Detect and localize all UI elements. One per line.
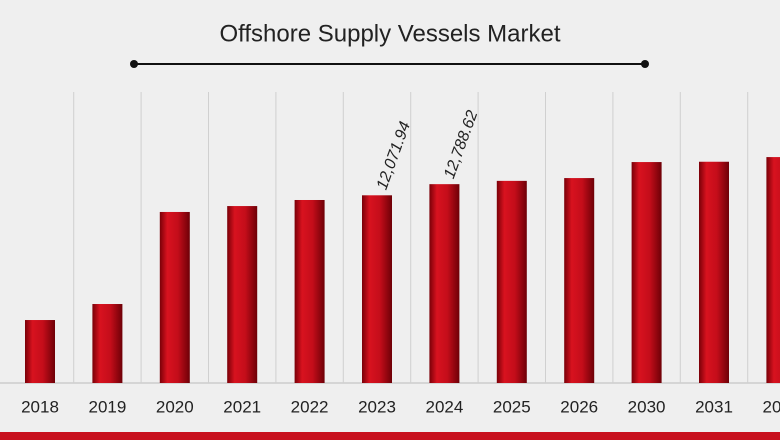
x-tick-label: 2031 (695, 397, 733, 416)
x-tick-label: 2030 (628, 397, 666, 416)
bar (564, 178, 595, 383)
x-tick-label: 2021 (223, 397, 261, 416)
bar (362, 195, 392, 383)
x-tick-label: 2026 (560, 397, 598, 416)
bar (766, 157, 780, 383)
bar (25, 320, 55, 383)
bar (159, 211, 190, 383)
title-dot (130, 60, 138, 68)
bar (227, 206, 258, 383)
x-tick-label: 2023 (358, 397, 396, 416)
title-dot (641, 60, 649, 68)
chart-title: Offshore Supply Vessels Market (219, 20, 560, 47)
bar (92, 304, 123, 383)
x-tick-label: 2019 (88, 397, 126, 416)
bar (429, 184, 460, 383)
bar (631, 162, 662, 383)
bar (496, 180, 527, 383)
x-tick-label: 2032 (762, 397, 780, 416)
x-tick-label: 2018 (21, 397, 59, 416)
x-tick-label: 2025 (493, 397, 531, 416)
x-tick-label: 2022 (291, 397, 329, 416)
bar (294, 199, 325, 383)
bar (699, 161, 729, 383)
footer-strip (0, 432, 780, 440)
x-tick-label: 2020 (156, 397, 194, 416)
x-tick-label: 2024 (425, 397, 463, 416)
